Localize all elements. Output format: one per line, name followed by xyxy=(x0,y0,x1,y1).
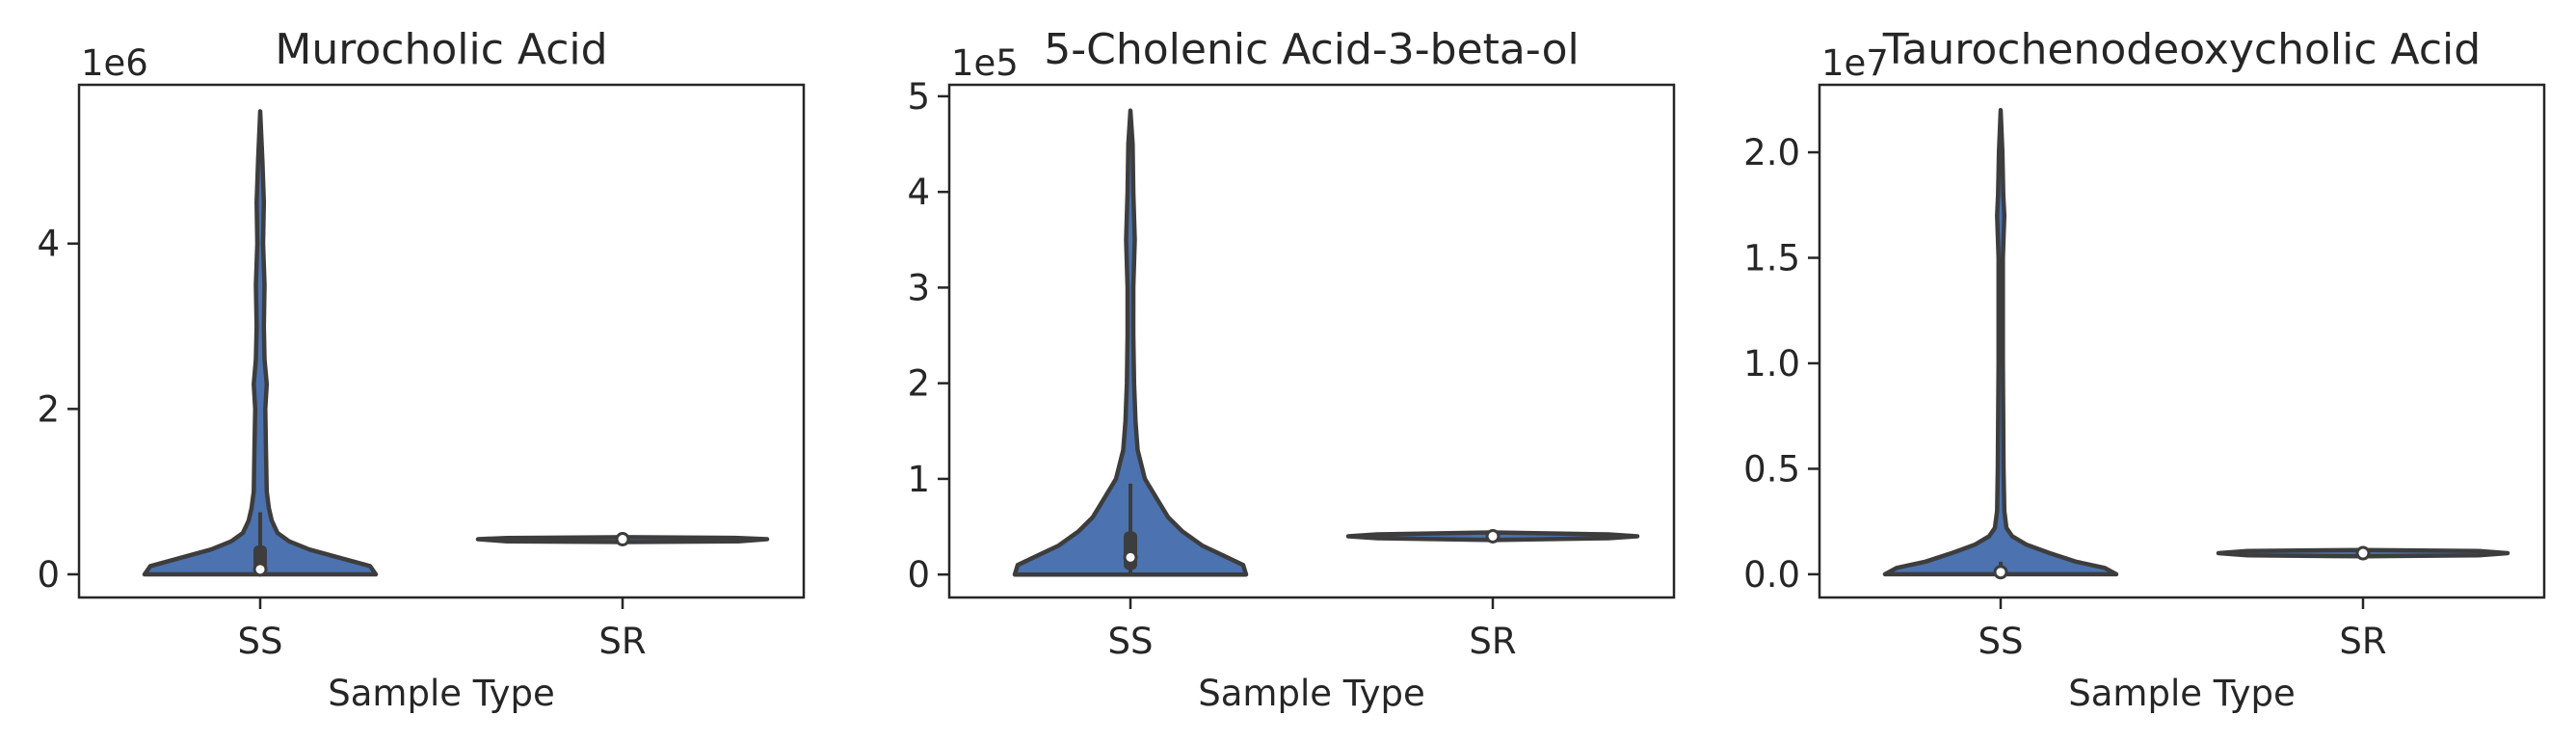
panel-taurochenodeoxycholic-acid: Taurochenodeoxycholic Acid 1e7 Sample Ty… xyxy=(1743,25,2546,714)
y-tick-label: 2 xyxy=(907,363,930,405)
y-tick-label: 0.0 xyxy=(1743,554,1800,596)
y-tick-label: 1.5 xyxy=(1743,238,1800,279)
plot-area xyxy=(1882,108,2510,580)
violin-ss xyxy=(142,109,379,577)
x-axis-label: Sample Type xyxy=(328,673,554,714)
axes-frame xyxy=(77,83,806,599)
x-tick-label: SS xyxy=(1978,621,2024,662)
y-tick-label: 1 xyxy=(907,459,930,500)
violin-ss xyxy=(1882,108,2119,577)
panel-5-cholenic-acid: 5-Cholenic Acid-3-beta-ol 1e5 Sample Typ… xyxy=(907,25,1676,714)
x-tick-label: SR xyxy=(598,621,646,662)
median-marker xyxy=(2355,545,2371,561)
y-offset-label: 1e7 xyxy=(1821,42,1889,84)
y-tick-label: 2.0 xyxy=(1743,132,1800,173)
y-offset-label: 1e6 xyxy=(81,42,148,84)
axes-frame xyxy=(947,83,1676,599)
axes-frame xyxy=(1818,83,2546,599)
y-tick-label: 4 xyxy=(907,172,930,213)
chart-title: Murocholic Acid xyxy=(275,25,607,74)
y-tick-label: 0 xyxy=(37,554,60,596)
y-tick-label: 2 xyxy=(37,388,60,430)
y-offset-label: 1e5 xyxy=(951,42,1019,84)
median-marker xyxy=(1123,549,1138,565)
median-marker xyxy=(1993,565,2008,580)
y-tick-label: 5 xyxy=(907,76,930,118)
median-marker xyxy=(615,532,630,547)
y-tick-label: 4 xyxy=(37,224,60,265)
median-marker xyxy=(252,562,268,577)
panel-murocholic-acid: Murocholic Acid 1e6 Sample Type 0 2 4 SS SR xyxy=(37,25,806,714)
plot-area xyxy=(1012,108,1640,577)
y-tick-label: 0 xyxy=(907,554,930,596)
x-tick-label: SS xyxy=(1108,621,1154,662)
y-tick-label: 1.0 xyxy=(1743,343,1800,385)
x-axis-label: Sample Type xyxy=(2068,673,2295,714)
x-tick-label: SS xyxy=(238,621,283,662)
x-axis-label: Sample Type xyxy=(1198,673,1424,714)
plot-area xyxy=(142,109,770,577)
chart-title: Taurochenodeoxycholic Acid xyxy=(1882,25,2481,74)
chart-title: 5-Cholenic Acid-3-beta-ol xyxy=(1044,25,1579,74)
x-tick-label: SR xyxy=(2339,621,2386,662)
median-marker xyxy=(1485,528,1500,544)
y-tick-label: 0.5 xyxy=(1743,448,1800,490)
y-tick-label: 3 xyxy=(907,267,930,308)
x-tick-label: SR xyxy=(1469,621,1516,662)
violin-ss xyxy=(1012,108,1249,577)
